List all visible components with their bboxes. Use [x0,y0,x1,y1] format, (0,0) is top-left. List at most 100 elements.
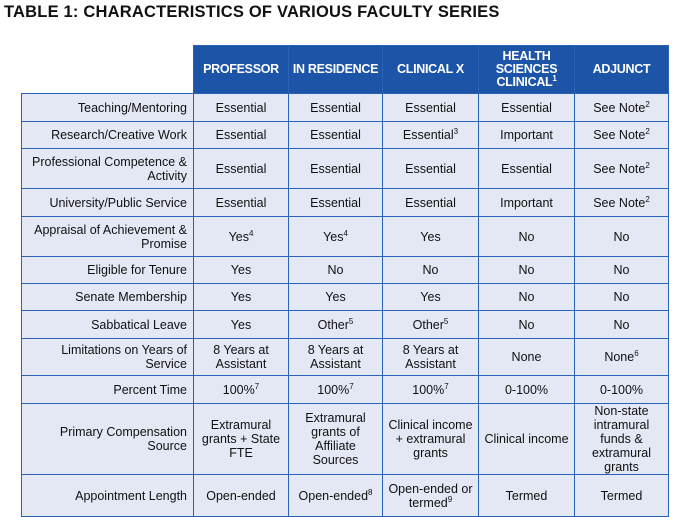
cell-text: Yes [325,290,346,304]
table-row: Appraisal of Achievement & Promise Yes4 Ye… [21,216,669,257]
cell-text: No [518,317,535,332]
column-header: PROFESSOR [193,45,289,94]
cell-text: Yes [323,229,344,244]
cell-text: Essential [402,128,454,142]
cell-text: Essential [310,195,361,210]
cell-text: 100% [412,382,445,397]
cell-text: Open-ended [298,488,369,503]
table-cell: Essential [193,148,289,189]
column-header: ADJUNCT [574,45,669,94]
cell-text: Essential [310,128,361,142]
header-row: PROFESSOR IN RESIDENCE CLINICAL X HEALTH SC… [21,45,669,94]
table-row: Limitations on Years of Service 8 Years a… [21,338,669,376]
table-cell: No [574,310,669,339]
cell-text: 100% [317,382,350,397]
row-label: Limitations on Years of Service [21,338,194,376]
cell-text: Other [317,317,349,332]
table-cell: No [478,216,575,257]
table-cell: Essential [193,93,289,122]
cell-text: 0-100% [504,382,549,397]
row-label: Appointment Length [21,474,194,517]
cell-text: No [518,290,535,304]
table-cell: 0-100% [574,375,669,404]
footnote-marker: 4 [248,228,254,238]
table-cell: Yes [193,283,289,311]
cell-text: Essential [405,161,456,176]
cell-text: No [422,263,439,277]
table-cell: 0-100% [478,375,575,404]
table-cell: Clinical income + extramural grants [382,403,479,475]
table-cell: Essential [193,188,289,217]
cell-text: Important [500,128,553,142]
cell-text: Extramural grants of Affiliate Sources [305,411,366,467]
table-row: Senate Membership Yes Yes Yes No No [21,283,669,311]
table-cell: 8 Years at Assistant [193,338,289,376]
table-cell: Yes4 [288,216,383,257]
cell-text: Yes [420,229,441,244]
table-title: TABLE 1: CHARACTERISTICS OF VARIOUS FACU… [4,3,500,21]
cell-text: CLINICAL X [397,62,464,76]
table-cell: Yes4 [193,216,289,257]
footnote-marker: 2 [645,160,650,170]
cell-text: See Note [593,100,646,115]
cell-text: Open-ended [206,488,276,503]
cell-text: Non-state intramural funds & extramural … [591,404,652,474]
table-cell: No [574,256,669,284]
cell-text: Essential [215,161,267,176]
cell-text: 8 Years at Assistant [402,343,459,371]
cell-text: Essential [501,161,552,176]
column-header: IN RESIDENCE [288,45,383,94]
table-cell: Yes [193,256,289,284]
cell-text: 0-100% [599,382,644,397]
table-cell: Clinical income [478,403,575,475]
row-label: Eligible for Tenure [21,256,194,284]
cell-text: See Note [593,128,646,142]
table-cell: Other5 [288,310,383,339]
table-cell: No [382,256,479,284]
row-label: Appraisal of Achievement & Promise [21,216,194,257]
cell-text: No [613,263,630,277]
footnote-marker: 5 [348,316,354,326]
table-cell: Essential [288,121,383,149]
table-cell: 8 Years at Assistant [382,338,479,376]
table-cell: Essential [288,148,383,189]
table-cell: Essential [193,121,289,149]
cell-text: Clinical income + extramural grants [388,418,473,460]
table-cell: Termed [478,474,575,517]
row-label: Senate Membership [21,283,194,311]
cell-text: Essential [215,100,267,115]
table-cell: Essential [288,93,383,122]
table-cell: Essential [382,188,479,217]
footnote-marker: 3 [453,127,459,136]
cell-text: HEALTH SCIENCES CLINICAL [495,49,558,89]
table-cell: Open-ended [193,474,289,517]
table-cell: Essential [478,148,575,189]
table-cell: See Note2 [574,121,669,149]
footnote-marker: 7 [444,381,449,391]
cell-text: Essential [501,100,552,115]
table-cell: Open-ended8 [288,474,383,517]
cell-text: No [327,263,344,277]
table-cell: Essential [288,188,383,217]
cell-text: None [604,350,635,364]
cell-text: Clinical income [484,432,569,446]
cell-text: Essential [405,100,456,115]
table-cell: 8 Years at Assistant [288,338,383,376]
row-label: Primary Compensation Source [21,403,194,475]
table-cell: None6 [574,338,669,376]
table-row: Research/Creative Work Essential Essential… [21,121,669,149]
row-label: Research/Creative Work [21,121,194,149]
cell-text: PROFESSOR [203,62,279,76]
footnote-marker: 2 [645,99,650,109]
table-cell: Essential [382,148,479,189]
cell-text: 100% [222,382,255,397]
cell-text: Essential [215,195,267,210]
table-cell: No [478,310,575,339]
table-cell: No [574,216,669,257]
table-row: Percent Time 100%7 100%7 100%7 0-100% 0-100% [21,375,669,404]
table-cell: See Note2 [574,188,669,217]
table-cell: Yes [288,283,383,311]
table-cell: No [478,256,575,284]
column-header: HEALTH SCIENCES CLINICAL1 [478,45,575,94]
cell-text: Yes [228,229,249,244]
